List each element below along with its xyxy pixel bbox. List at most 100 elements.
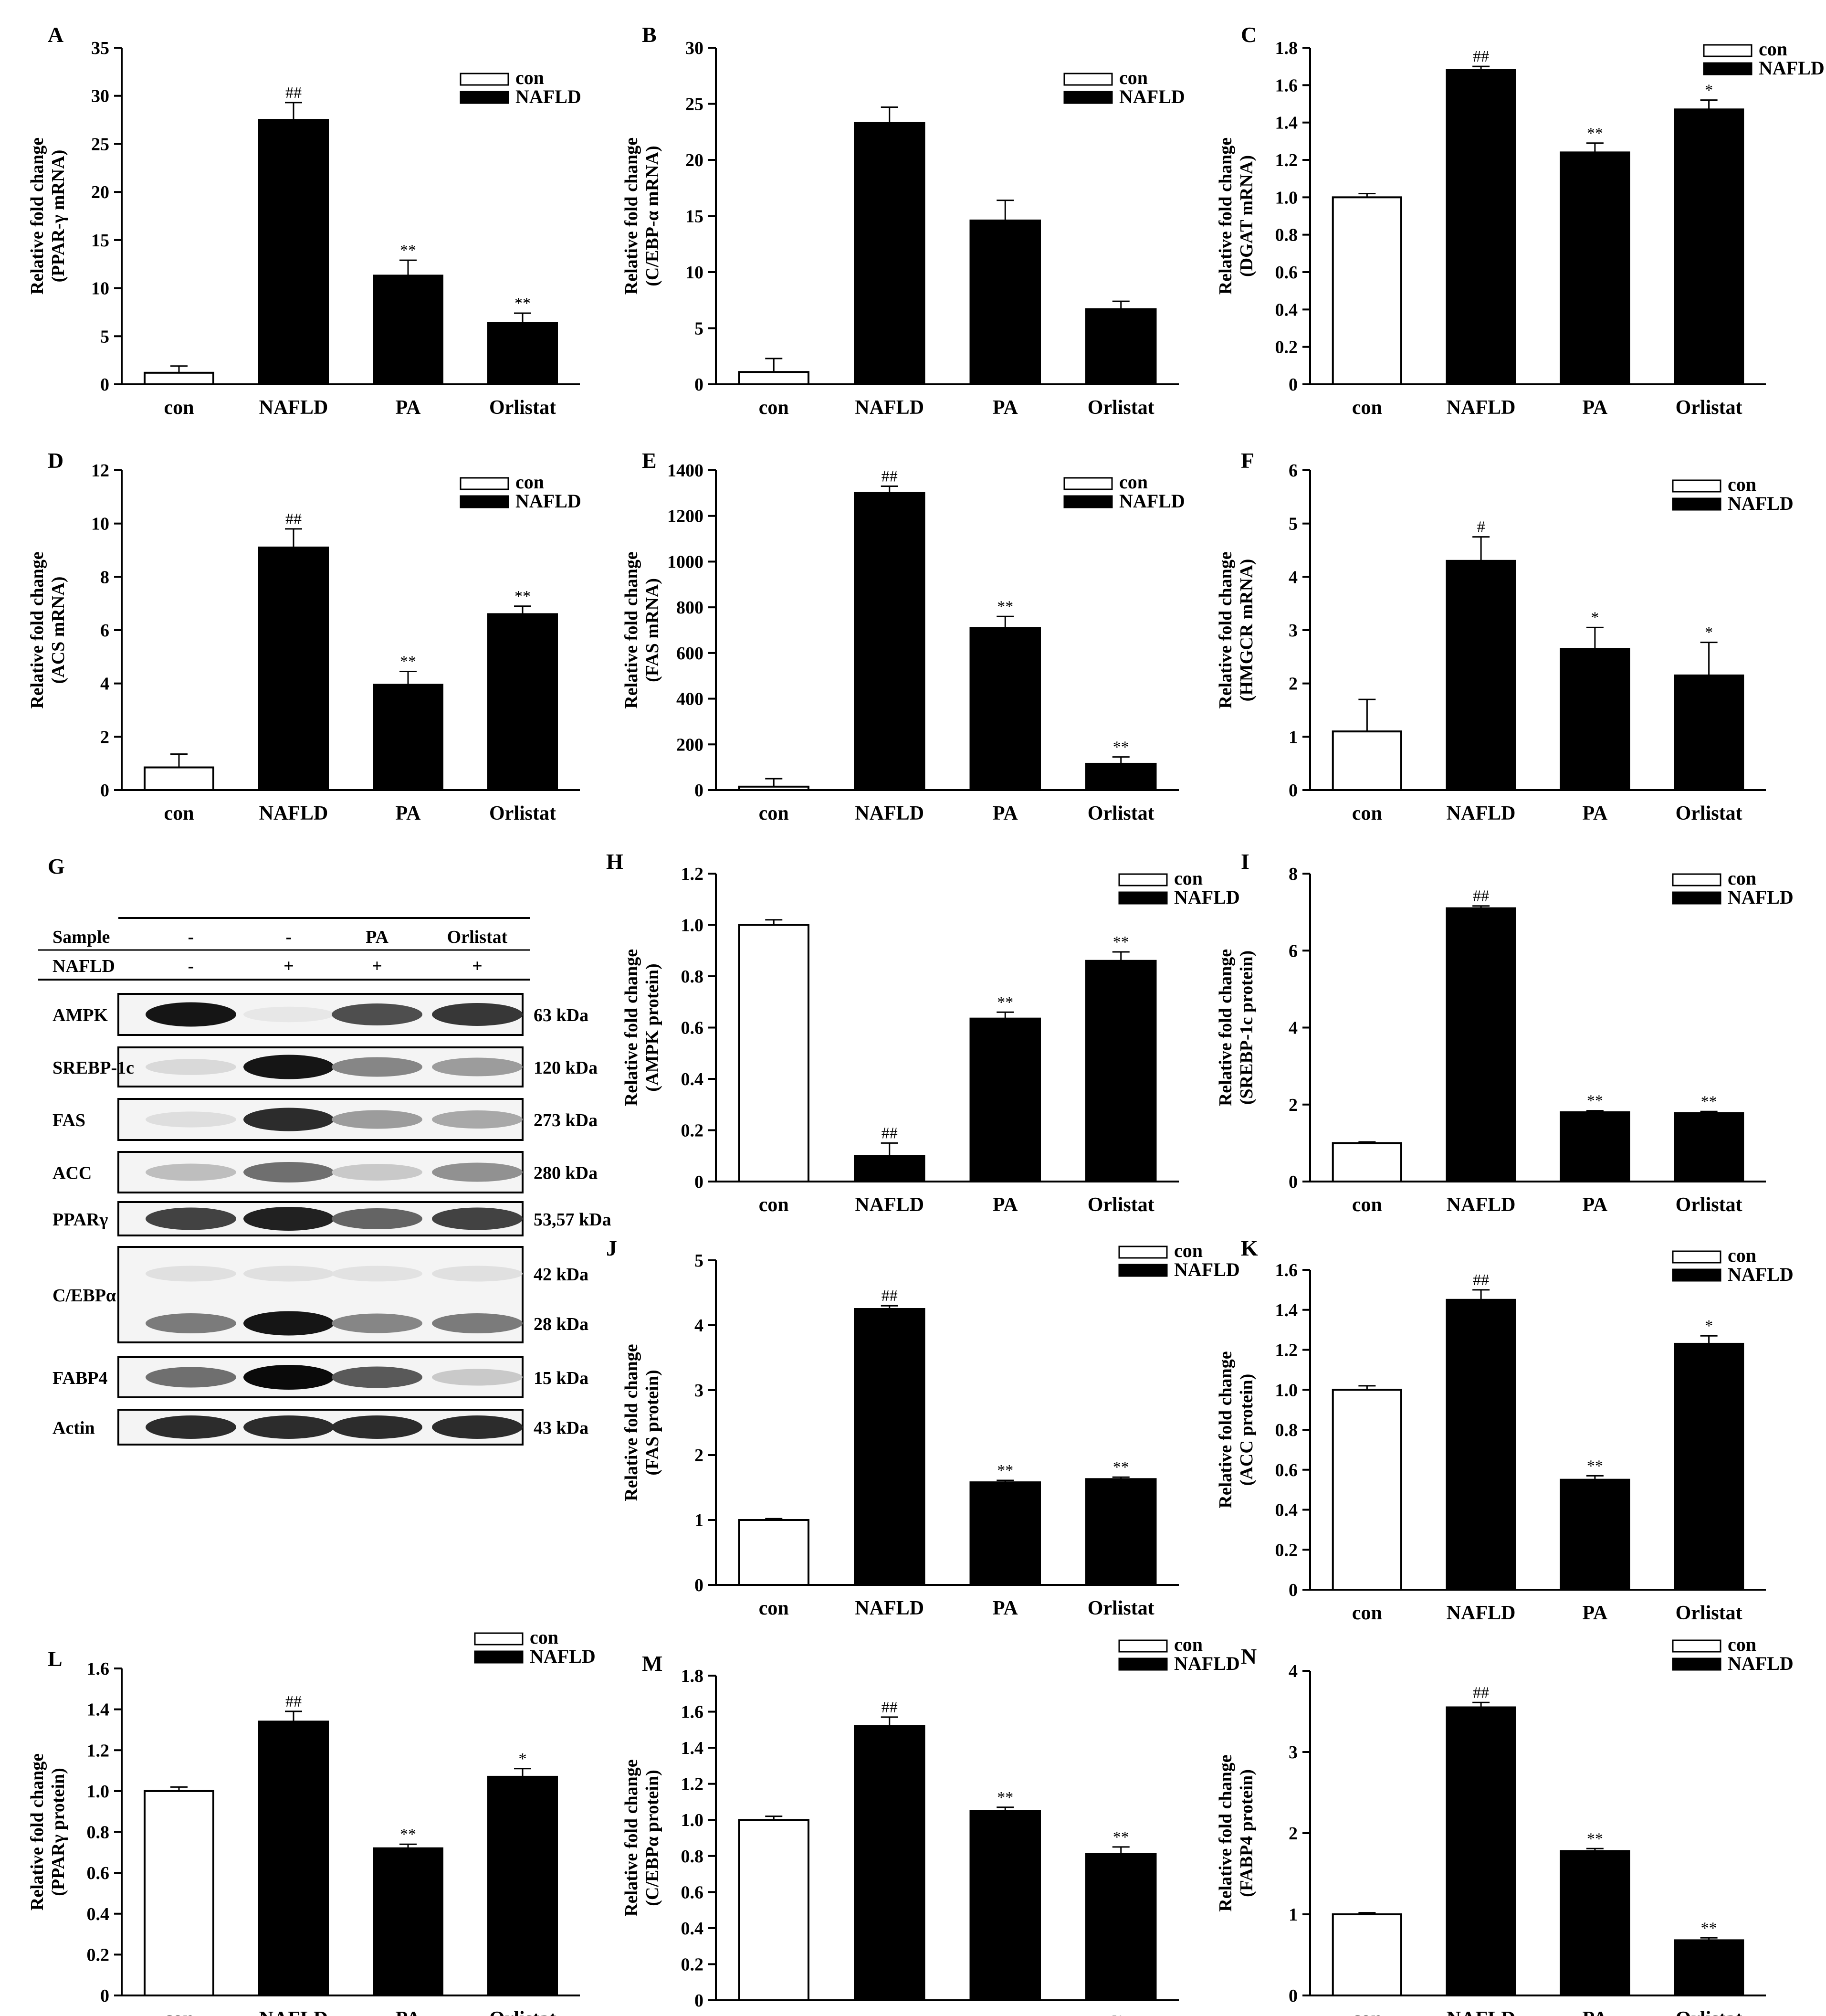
- legend-swatch-nafld: [1672, 1268, 1721, 1282]
- bar-nafld: [1446, 1706, 1516, 1996]
- bar-con: [1332, 1913, 1402, 1996]
- y-tick-label: 0.6: [681, 1018, 704, 1038]
- y-tick-label: 0.6: [1275, 263, 1298, 283]
- significance-mark: #: [1477, 518, 1485, 536]
- y-tick-label: 0.6: [681, 1882, 704, 1902]
- header-row-label: NAFLD: [52, 956, 115, 976]
- bar-pa: [1560, 648, 1630, 792]
- significance-mark: **: [400, 242, 416, 259]
- y-tick-label: 0: [694, 1172, 703, 1192]
- y-tick-label: 2: [694, 1446, 703, 1466]
- bar-orlistat: [1085, 960, 1157, 1182]
- band: [146, 1367, 236, 1388]
- band: [332, 1057, 422, 1077]
- y-tick-label: 0: [1289, 781, 1298, 801]
- chart-panel-c: C 0 0.2 0.4 0.6 0.8 1.0 1.2 1.4 1.6 1.8 Relative fo…: [1216, 22, 1825, 419]
- legend-swatch-con: [474, 1632, 524, 1646]
- y-tick-label: 1.6: [87, 1659, 110, 1679]
- legend-swatch-nafld: [1672, 1657, 1721, 1671]
- band: [243, 1006, 334, 1023]
- bar-con: [1332, 196, 1402, 385]
- y-tick-label: 1.2: [681, 864, 704, 884]
- bar-nafld: [1446, 907, 1516, 1182]
- y-tick-label: 2: [1289, 1824, 1298, 1844]
- band: [332, 1003, 422, 1025]
- bar-orlistat: [487, 322, 558, 385]
- y-axis-label-line: (FABP4 protein): [1237, 1769, 1257, 1897]
- y-axis-label-line: Relative fold change: [1216, 1351, 1236, 1508]
- category-label: NAFLD: [1447, 1602, 1516, 1624]
- y-tick-label: 1.2: [87, 1741, 110, 1761]
- bar-orlistat: [1085, 1853, 1157, 2001]
- category-label: PA: [396, 2008, 421, 2016]
- legend-label-con: con: [1728, 1634, 1756, 1655]
- y-tick-label: 400: [676, 689, 703, 709]
- category-label: NAFLD: [259, 397, 328, 419]
- legend-swatch-nafld: [460, 91, 509, 104]
- chart-panel-b: B 0 5 10 15 20 25 30 Relative fold change(C/EBP-…: [621, 22, 1185, 419]
- y-tick-label: 0.2: [87, 1945, 110, 1965]
- band: [243, 1108, 334, 1131]
- legend-label-con: con: [1174, 867, 1203, 889]
- y-axis-label: Relative fold change(C/EBPα protein): [621, 1759, 662, 1916]
- bar-con: [144, 766, 214, 791]
- significance-mark: ##: [285, 1693, 302, 1710]
- y-axis-label-line: (PPAR-γ mRNA): [48, 150, 68, 283]
- y-tick-label: 4: [694, 1316, 703, 1336]
- category-label: NAFLD: [1447, 397, 1516, 419]
- significance-mark: **: [1587, 1092, 1603, 1110]
- category-label: NAFLD: [259, 802, 328, 824]
- y-tick-label: 35: [91, 38, 109, 58]
- category-label: NAFLD: [855, 1194, 924, 1216]
- chart-panel-f: F 0 1 2 3 4 5 6 Relative fold change(HMGCR mRNA)…: [1216, 448, 1794, 824]
- bar-orlistat: [487, 613, 558, 791]
- y-tick-label: 1000: [667, 552, 703, 572]
- bar-con: [1332, 1389, 1402, 1591]
- chart-panel-l: L 0 0.2 0.4 0.6 0.8 1.0 1.2 1.4 1.6 Relative fold …: [27, 1626, 596, 2016]
- significance-mark: **: [1587, 125, 1603, 142]
- blot-label: Actin: [52, 1418, 95, 1438]
- legend-swatch-nafld: [1672, 497, 1721, 511]
- significance-mark: **: [1113, 739, 1129, 756]
- y-axis-label: Relative fold change(HMGCR mRNA): [1216, 551, 1257, 708]
- bar-nafld: [854, 492, 925, 792]
- category-label: PA: [1582, 397, 1608, 419]
- legend-swatch-con: [460, 73, 509, 86]
- western-blot-panel-g: G Sample - - PA Orlistat NAFLD - + + + AMPK 63 kDa SR…: [38, 854, 611, 1446]
- category-label: Orlistat: [1088, 802, 1154, 824]
- y-axis-label: Relative fold change(ACC protein): [1216, 1351, 1257, 1508]
- category-label: con: [1352, 1194, 1382, 1216]
- y-tick-label: 1.6: [1275, 1260, 1298, 1280]
- legend-label-nafld: NAFLD: [1728, 1264, 1794, 1285]
- significance-mark: ##: [1473, 1271, 1489, 1289]
- significance-mark: ##: [882, 1699, 898, 1716]
- y-tick-label: 0.4: [1275, 300, 1298, 320]
- bar-pa: [969, 219, 1041, 385]
- bar-orlistat: [1085, 1478, 1157, 1586]
- legend-swatch-nafld: [1063, 495, 1113, 508]
- bar-pa: [373, 684, 443, 792]
- legend-label-nafld: NAFLD: [530, 1646, 596, 1667]
- y-tick-label: 25: [685, 95, 703, 115]
- blot-kda-label: 63 kDa: [534, 1005, 588, 1025]
- bar-con: [738, 1819, 809, 2001]
- bar-orlistat: [1674, 108, 1744, 385]
- y-axis-label-line: (C/EBPα protein): [642, 1770, 662, 1906]
- band: [332, 1313, 422, 1333]
- panel-letter: L: [48, 1647, 63, 1671]
- panel-letter: N: [1241, 1644, 1257, 1668]
- y-tick-label: 25: [91, 134, 109, 154]
- y-axis-label-line: Relative fold change: [27, 1753, 47, 1910]
- category-label: con: [1352, 1602, 1382, 1624]
- category-label: PA: [993, 1194, 1018, 1216]
- y-tick-label: 4: [1289, 567, 1298, 587]
- category-label: Orlistat: [1088, 2013, 1154, 2016]
- y-tick-label: 1.4: [1275, 113, 1298, 133]
- band: [243, 1055, 334, 1079]
- y-tick-label: 0: [1289, 1986, 1298, 2006]
- category-label: NAFLD: [1447, 802, 1516, 824]
- legend-label-nafld: NAFLD: [1119, 86, 1185, 107]
